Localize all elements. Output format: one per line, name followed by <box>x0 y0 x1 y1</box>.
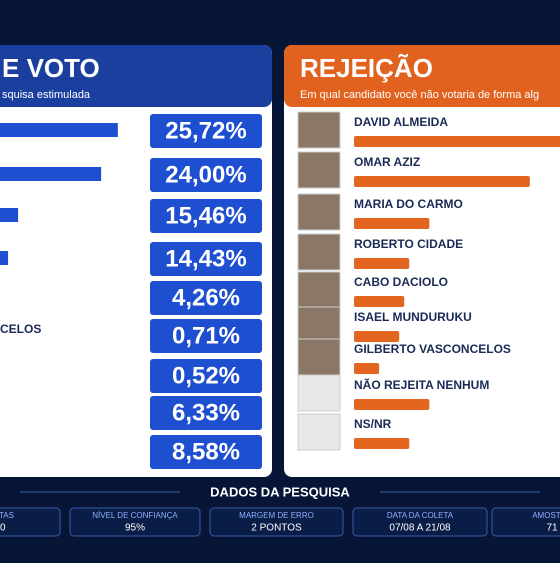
bar <box>354 218 430 229</box>
bar <box>354 363 380 374</box>
candidate-name: GILBERTO VASCONCELOS <box>354 342 511 356</box>
bar <box>354 258 410 269</box>
value-label: 8,58% <box>172 438 240 465</box>
right-bars: DAVID ALMEIDA OMAR AZIZ MARIA DO CARMO ROBE… <box>297 111 560 451</box>
photo <box>297 233 341 271</box>
info-label: DATA DA COLETA <box>387 511 454 520</box>
value-label: 0,71% <box>172 322 240 349</box>
value-box <box>150 281 262 315</box>
bar <box>0 123 118 137</box>
info-label: MARGEM DE ERRO <box>239 511 314 520</box>
info-box <box>209 507 344 537</box>
left-bars <box>0 123 118 265</box>
info-value: 95% <box>125 523 145 534</box>
photo <box>297 111 341 149</box>
value-box <box>150 396 262 430</box>
right-panel <box>284 45 560 477</box>
bar <box>354 399 430 410</box>
info-label: AMOSTRA <box>532 511 560 520</box>
left-title: E VOTO <box>2 53 100 83</box>
photo <box>297 374 341 412</box>
bar <box>354 136 560 147</box>
right-subtitle: Em qual candidato você não votaria de fo… <box>300 89 539 101</box>
candidate-name: ISAEL MUNDURUKU <box>354 310 472 324</box>
photo <box>297 151 341 189</box>
bar <box>0 251 9 265</box>
value-box <box>150 158 262 192</box>
value-label: 0,52% <box>172 362 240 389</box>
info-value: 71 <box>546 523 558 534</box>
right-title: REJEIÇÃO <box>300 53 433 83</box>
candidate-name: MARIA DO CARMO <box>354 197 463 211</box>
candidate-name: NS/NR <box>354 417 392 431</box>
bar <box>0 208 19 222</box>
value-label: 14,43% <box>165 245 246 272</box>
left-subtitle: squisa estimulada <box>2 89 91 101</box>
info-box <box>0 507 61 537</box>
value-label: 24,00% <box>165 161 246 188</box>
photo <box>297 271 341 309</box>
info-value: 2 PONTOS <box>251 523 302 534</box>
category-label: CELOS <box>0 322 41 336</box>
bar <box>354 296 405 307</box>
candidate-name: DAVID ALMEIDA <box>354 115 448 129</box>
photo <box>297 338 341 376</box>
info-label: NÍVEL DE CONFIANÇA <box>92 511 178 520</box>
candidate-name: NÃO REJEITA NENHUM <box>354 377 489 392</box>
bar <box>354 438 410 449</box>
value-box <box>150 114 262 148</box>
value-box <box>150 435 262 469</box>
value-label: 15,46% <box>165 202 246 229</box>
bar <box>0 167 102 181</box>
left-header <box>0 45 272 107</box>
footer-items: VISTAS 00 NÍVEL DE CONFIANÇA 95% MARGEM DE E… <box>0 507 560 537</box>
footer-title: DADOS DA PESQUISA <box>210 484 350 499</box>
left-labels: 25,72% 24,00% 15,46% 14,43% 4,26% CELOS 0,71% 0… <box>0 114 262 469</box>
info-value: 00 <box>0 523 6 534</box>
info-box <box>491 507 560 537</box>
info-box <box>352 507 488 537</box>
info-value: 07/08 A 21/08 <box>389 523 451 534</box>
value-box <box>150 359 262 393</box>
photo <box>297 193 341 231</box>
value-label: 25,72% <box>165 117 246 144</box>
right-header <box>284 45 560 107</box>
candidate-name: ROBERTO CIDADE <box>354 237 463 251</box>
value-label: 6,33% <box>172 399 240 426</box>
photo <box>297 413 341 451</box>
info-label: VISTAS <box>0 511 14 520</box>
value-box <box>150 199 262 233</box>
photo <box>297 306 341 344</box>
value-box <box>150 242 262 276</box>
value-label: 4,26% <box>172 284 240 311</box>
candidate-name: CABO DACIOLO <box>354 275 448 289</box>
value-box <box>150 319 262 353</box>
info-box <box>69 507 201 537</box>
candidate-name: OMAR AZIZ <box>354 155 420 169</box>
bar <box>354 176 530 187</box>
bar <box>354 331 400 342</box>
